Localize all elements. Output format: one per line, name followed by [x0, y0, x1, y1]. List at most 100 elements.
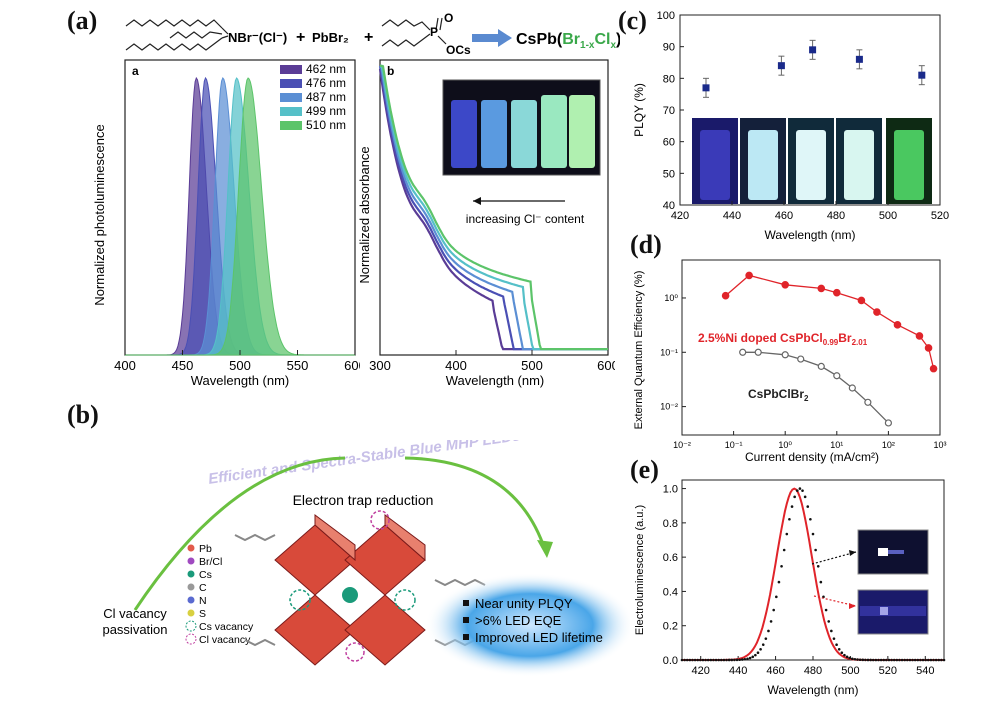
el-series-black-dot: [735, 658, 739, 662]
el-series-black-dot: [869, 658, 872, 662]
benefit-bullet: [463, 617, 469, 623]
reaction-arrow: [472, 29, 512, 47]
eqe-point-1: [745, 271, 753, 280]
el-series-black-dot: [785, 532, 789, 536]
benefit-text: Improved LED lifetime: [475, 630, 603, 645]
pl-legend-label: 462 nm: [306, 62, 346, 76]
cl-passivation-line1: Cl vacancy: [103, 606, 167, 621]
el-series-black-dot: [693, 658, 697, 662]
el-series-black-dot: [738, 658, 741, 662]
cl-arrow-head: [473, 197, 481, 205]
pl-legend-label: 476 nm: [306, 76, 346, 90]
el-series-black-dot: [761, 643, 765, 646]
el-series-black-dot: [919, 658, 922, 662]
benefit-bullet: [463, 634, 469, 640]
plqy-xtick-label: 520: [931, 210, 949, 222]
el-series-black-dot: [727, 658, 731, 662]
eqe-point-2: [797, 355, 805, 363]
eqe-point-2: [884, 419, 892, 427]
pl-legend-swatch: [280, 121, 302, 130]
legend-label: N: [199, 595, 207, 607]
trap-label-bg: [270, 490, 455, 510]
eqe-point-2: [864, 398, 872, 406]
el-series-black-dot: [685, 658, 689, 662]
trap-reduction-label: Electron trap reduction: [293, 492, 434, 508]
eqe-ylabel: External Quantum Efficiency (%): [633, 271, 645, 430]
oxygen-label: O: [444, 11, 453, 25]
plqy-ytick-label: 60: [663, 137, 675, 149]
el-series-black-dot: [701, 658, 705, 662]
el-series-black-dot: [709, 658, 713, 662]
el-inset-arrowhead-red: [849, 603, 856, 609]
el-series-black-dot: [743, 657, 747, 661]
el-series-black-dot: [809, 517, 812, 521]
el-series-black-dot: [861, 658, 865, 662]
eqe-point-1: [817, 284, 826, 293]
el-series-black-dot: [775, 595, 778, 599]
eqe-xtick-label: 10³: [933, 440, 946, 450]
eqe-point-2: [848, 384, 856, 392]
el-ytick-label: 0.8: [663, 518, 678, 530]
legend-label: S: [199, 608, 206, 620]
plqy-point: [809, 46, 817, 54]
el-chart: 420 440 460 480 500 520 5400.00.20.40.60.81.0 …: [634, 479, 946, 697]
el-series-black-dot: [913, 658, 917, 662]
el-series-black-dot: [887, 658, 891, 662]
eqe-series-label-ni: 2.5%Ni doped CsPbCl0.99Br2.01: [698, 331, 868, 347]
cl-annotation: increasing Cl⁻ content: [466, 212, 585, 226]
eqe-point-1: [721, 291, 730, 300]
el-ytick-label: 0.0: [663, 655, 678, 667]
legend-dot: [187, 609, 195, 617]
benefit-bullet: [463, 600, 469, 606]
plqy-ylabel: PLQY (%): [632, 83, 646, 137]
el-xtick-label: 500: [841, 665, 859, 677]
el-xlabel: Wavelength (nm): [768, 683, 859, 697]
plus-sign-2: +: [364, 29, 373, 46]
el-series-black-dot: [858, 658, 862, 662]
legend-ring: [185, 633, 197, 645]
el-series-black-dot: [780, 564, 783, 568]
el-series-black-dot: [911, 658, 914, 662]
el-xtick-label: 480: [804, 665, 822, 677]
el-series-black-dot: [683, 658, 686, 662]
el-series-black-dot: [814, 548, 817, 552]
trap-reduction-arc: [404, 456, 547, 551]
el-xtick-label: 440: [729, 665, 747, 677]
pl-ylabel: Normalized photoluminescence: [92, 124, 107, 305]
plqy-ytick-label: 40: [663, 200, 675, 212]
plus-sign-1: +: [296, 29, 305, 46]
plqy-xtick-label: 420: [671, 210, 689, 222]
legend-ring: [185, 620, 197, 632]
pl-legend-label: 499 nm: [306, 104, 346, 118]
panel-label-e: (e): [630, 455, 659, 484]
el-series-black-dot: [806, 505, 810, 508]
el-series-black-dot: [790, 505, 794, 508]
eqe-point-1: [893, 321, 902, 329]
el-series-black-dot: [837, 647, 841, 651]
pl-xtick-label: 550: [287, 358, 309, 373]
el-series-black-dot: [756, 651, 760, 654]
el-series-black-dot: [866, 658, 870, 662]
pl-legend-label: 487 nm: [306, 90, 346, 104]
el-series-black-dot: [696, 658, 700, 662]
pl-series-5: [125, 77, 355, 356]
el-series-black-dot: [908, 658, 912, 662]
plqy-xlabel: Wavelength (nm): [765, 228, 856, 242]
el-series-black-dot: [754, 653, 757, 657]
legend-label: Pb: [199, 543, 212, 555]
legend-label: Cl vacancy: [199, 634, 251, 646]
plqy-ytick-label: 80: [663, 73, 675, 85]
cl-passivation-line2: passivation: [102, 622, 167, 637]
el-series-black-dot: [816, 564, 820, 568]
el-series-black-dot: [767, 629, 770, 633]
eqe-point-1: [781, 280, 790, 289]
el-inset-arrow-red: [813, 595, 857, 607]
el-series-black-dot: [822, 595, 825, 599]
el-series-black-dot: [934, 658, 938, 662]
el-series-black-dot: [725, 658, 728, 662]
panel-label-c: (c): [618, 6, 647, 35]
scheme-watermark-title: Efficient and Spectra-Stable Blue MHP LE…: [207, 440, 521, 488]
ocs-label: OCs: [446, 43, 471, 57]
el-series-black-dot: [916, 658, 920, 662]
plqy-vials-inset: [692, 118, 932, 204]
